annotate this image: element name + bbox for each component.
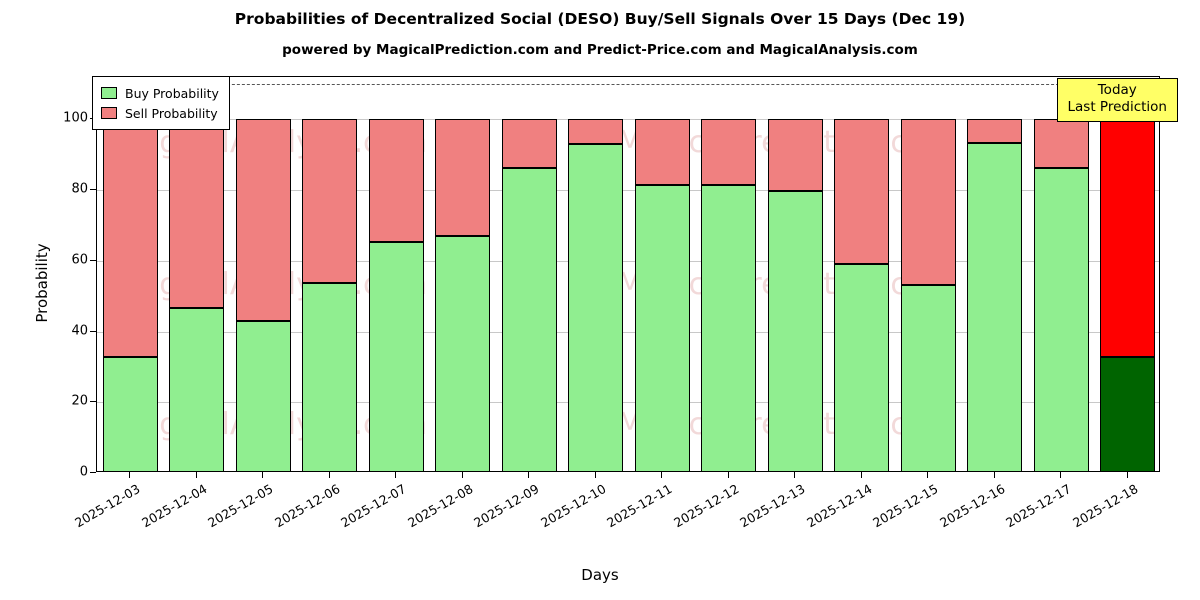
y-tick-mark bbox=[90, 472, 96, 473]
legend-label-sell: Sell Probability bbox=[125, 105, 218, 121]
bar-column bbox=[302, 77, 357, 471]
y-tick-mark bbox=[90, 330, 96, 332]
chart-title: Probabilities of Decentralized Social (D… bbox=[234, 10, 966, 28]
x-tick-mark bbox=[528, 472, 530, 478]
legend: Buy Probability Sell Probability bbox=[92, 76, 230, 130]
legend-item-sell: Sell Probability bbox=[101, 103, 219, 123]
bar-segment-buy bbox=[368, 242, 424, 471]
gridline bbox=[97, 402, 1159, 404]
bar-segment-sell bbox=[435, 119, 490, 236]
x-tick-mark bbox=[727, 472, 729, 478]
bar-column bbox=[767, 77, 823, 471]
y-tick-label: 40 bbox=[71, 323, 88, 339]
bar-column bbox=[501, 77, 557, 471]
y-tick-mark bbox=[90, 401, 96, 403]
bar-segment-sell bbox=[102, 119, 158, 358]
chart-subtitle: powered by MagicalPrediction.com and Pre… bbox=[282, 42, 918, 58]
y-tick-label: 100 bbox=[63, 110, 88, 126]
bar-segment-sell bbox=[368, 119, 424, 243]
bar-segment-sell bbox=[834, 119, 889, 264]
bar-segment-buy bbox=[102, 357, 158, 471]
bar-segment-buy bbox=[501, 168, 557, 471]
y-tick-label: 20 bbox=[71, 393, 88, 409]
y-tick-mark bbox=[90, 189, 96, 191]
bar-segment-sell bbox=[1100, 119, 1155, 358]
gridline bbox=[97, 190, 1159, 192]
bar-segment-sell bbox=[501, 119, 557, 169]
bar-column bbox=[102, 77, 158, 471]
gridline bbox=[97, 260, 1159, 262]
bar-column bbox=[368, 77, 424, 471]
bar-segment-sell bbox=[568, 119, 623, 145]
bar-segment-buy bbox=[1100, 357, 1155, 471]
bar-column bbox=[1100, 77, 1155, 471]
bar-segment-sell bbox=[302, 119, 357, 284]
bar-segment-sell bbox=[634, 119, 690, 185]
x-tick-mark bbox=[328, 472, 330, 478]
today-annotation: Today Last Prediction bbox=[1056, 78, 1178, 122]
bar-column bbox=[967, 77, 1022, 471]
bar-segment-buy bbox=[900, 285, 956, 471]
bar-column bbox=[568, 77, 623, 471]
x-tick-mark bbox=[927, 472, 929, 478]
bar-segment-buy bbox=[634, 184, 690, 471]
x-tick-mark bbox=[860, 472, 862, 478]
y-tick-label: 0 bbox=[79, 464, 88, 480]
bar-column bbox=[701, 77, 756, 471]
bar-segment-buy bbox=[834, 263, 889, 471]
y-tick-label: 80 bbox=[71, 181, 88, 197]
bar-column bbox=[169, 77, 224, 471]
x-tick-mark bbox=[395, 472, 397, 478]
bar-segment-buy bbox=[235, 320, 291, 471]
gridline bbox=[97, 119, 1159, 121]
x-tick-mark bbox=[129, 472, 131, 478]
bar-segment-buy bbox=[568, 144, 623, 471]
y-axis-label: Probability bbox=[33, 243, 51, 323]
bar-segment-sell bbox=[1033, 119, 1089, 169]
today-label-line2: Last Prediction bbox=[1067, 98, 1167, 115]
x-tick-mark bbox=[661, 472, 663, 478]
gridline bbox=[97, 331, 1159, 333]
bar-segment-sell bbox=[169, 119, 224, 309]
today-label-line1: Today bbox=[1097, 82, 1137, 98]
legend-swatch-buy bbox=[101, 87, 117, 99]
plot-area: MagicalAnalysis.comMagicalPrediction.com… bbox=[96, 76, 1160, 472]
bar-segment-sell bbox=[701, 119, 756, 185]
bar-column bbox=[834, 77, 889, 471]
x-tick-mark bbox=[993, 472, 995, 478]
bar-segment-buy bbox=[967, 143, 1022, 471]
bar-segment-buy bbox=[701, 184, 756, 471]
bar-column bbox=[435, 77, 490, 471]
bar-segment-sell bbox=[967, 119, 1022, 144]
bar-segment-buy bbox=[767, 190, 823, 471]
legend-swatch-sell bbox=[101, 107, 117, 119]
x-tick-mark bbox=[1126, 472, 1128, 478]
legend-item-buy: Buy Probability bbox=[101, 83, 219, 103]
bar-segment-buy bbox=[435, 235, 490, 471]
x-tick-mark bbox=[1060, 472, 1062, 478]
plot-inner: MagicalAnalysis.comMagicalPrediction.com… bbox=[97, 77, 1159, 471]
x-tick-mark bbox=[195, 472, 197, 478]
bar-column bbox=[634, 77, 690, 471]
bar-column bbox=[1033, 77, 1089, 471]
bar-column bbox=[235, 77, 291, 471]
bar-segment-sell bbox=[235, 119, 291, 321]
bar-column bbox=[900, 77, 956, 471]
bar-segment-sell bbox=[900, 119, 956, 286]
bar-segment-buy bbox=[169, 308, 224, 471]
y-tick-mark bbox=[90, 259, 96, 261]
bar-segment-sell bbox=[767, 119, 823, 191]
x-tick-mark bbox=[461, 472, 463, 478]
x-tick-mark bbox=[262, 472, 264, 478]
x-tick-mark bbox=[594, 472, 596, 478]
bar-segment-buy bbox=[1033, 168, 1089, 471]
legend-label-buy: Buy Probability bbox=[125, 85, 219, 101]
y-tick-label: 60 bbox=[71, 252, 88, 268]
bar-segment-buy bbox=[302, 283, 357, 471]
x-axis-label: Days bbox=[581, 566, 619, 584]
x-tick-mark bbox=[794, 472, 796, 478]
reference-line bbox=[97, 84, 1159, 86]
